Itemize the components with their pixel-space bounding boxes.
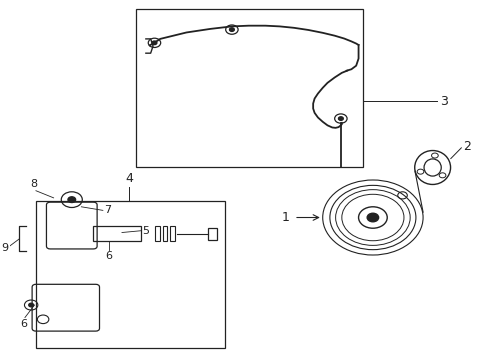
Bar [36, 202, 224, 348]
Circle shape [29, 303, 34, 307]
Text: 1: 1 [281, 211, 289, 224]
Circle shape [366, 213, 378, 222]
Text: 4: 4 [125, 172, 133, 185]
Circle shape [338, 117, 343, 120]
Text: 3: 3 [439, 95, 447, 108]
Text: 6: 6 [105, 251, 112, 261]
Circle shape [152, 41, 157, 45]
Bar [93, 226, 141, 241]
Circle shape [229, 28, 234, 31]
Text: 9: 9 [1, 243, 8, 253]
Bar [169, 226, 174, 242]
Text: 7: 7 [104, 205, 111, 215]
Bar [163, 226, 167, 242]
Bar [207, 228, 216, 240]
Text: 2: 2 [462, 140, 469, 153]
Text: 6: 6 [20, 319, 27, 329]
Bar [155, 226, 160, 242]
Text: 5: 5 [142, 226, 149, 236]
Bar [136, 9, 363, 167]
Circle shape [68, 197, 76, 203]
Text: 8: 8 [30, 179, 37, 189]
